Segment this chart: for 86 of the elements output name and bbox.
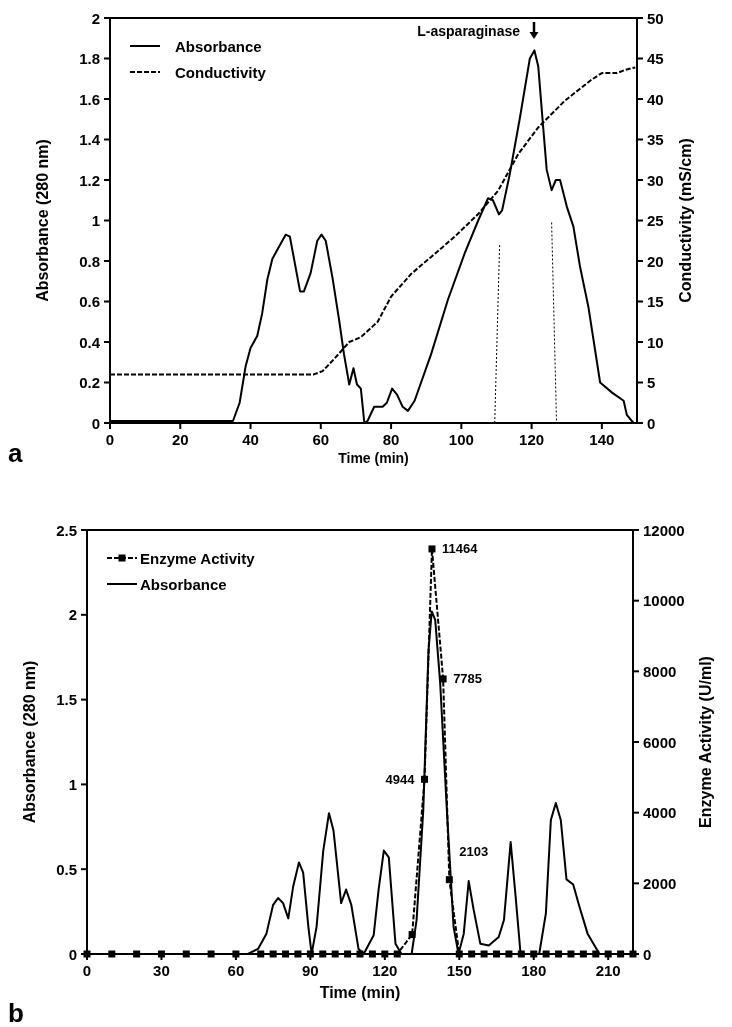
text: b (8, 998, 24, 1027)
y2-tick-label: 0 (647, 414, 656, 432)
y2-tick-label: 35 (647, 131, 664, 148)
point (480, 950, 488, 958)
y-tick-label: 2 (68, 606, 77, 624)
x-tick-label: 120 (519, 431, 545, 448)
x-tick-label: 60 (312, 431, 330, 448)
y2-tick-label: 10 (647, 333, 664, 351)
y2-axis-title: Conductivity (mS/cm) (676, 138, 694, 303)
data-label: 7785 (453, 671, 483, 687)
y2-tick-label: 25 (647, 212, 664, 229)
legend-label: Absorbance (175, 37, 262, 55)
y2-tick-label: 10000 (643, 592, 685, 610)
x-tick-label: 90 (302, 962, 319, 979)
y-tick-label: 2.5 (56, 521, 77, 539)
x-axis-title: Time (min) (319, 984, 401, 1001)
text: a (8, 438, 23, 468)
point (592, 950, 600, 958)
point (368, 950, 376, 958)
x-tick-label: 210 (595, 962, 621, 979)
point (555, 950, 563, 958)
point (393, 950, 401, 958)
y2-tick-label: 50 (647, 9, 664, 27)
legend-label: Conductivity (175, 63, 267, 81)
y2-tick-label: 4000 (643, 804, 677, 822)
point (493, 950, 500, 958)
y2-tick-label: 20 (647, 252, 664, 270)
point (579, 950, 587, 958)
point (468, 950, 476, 958)
y-tick-label: 0.6 (79, 293, 100, 310)
point (269, 950, 277, 958)
point (257, 950, 265, 958)
x-tick-label: 30 (153, 962, 170, 979)
data-label: 2103 (459, 844, 489, 860)
point (542, 950, 550, 958)
y2-tick-label: 45 (647, 50, 664, 67)
y-tick-label: 0 (68, 945, 77, 963)
y2-tick-label: 0 (643, 945, 652, 963)
data-label: 11464 (441, 541, 479, 557)
y2-tick-label: 5 (647, 374, 656, 391)
y2-tick-label: 40 (647, 90, 664, 108)
legend-label: Absorbance (140, 575, 227, 593)
x-tick-label: 140 (589, 431, 615, 448)
x-axis-title: Time (min) (338, 450, 409, 466)
point (319, 950, 327, 958)
point (505, 950, 513, 958)
legend-label: Enzyme Activity (140, 549, 256, 567)
x-tick-label: 180 (521, 962, 547, 979)
y2-axis-title: Enzyme Activity (U/ml) (696, 656, 714, 828)
point (344, 950, 352, 958)
point (428, 545, 436, 553)
y2-tick-label: 2000 (643, 874, 677, 892)
data-label: 4944 (385, 771, 416, 787)
x-tick-label: 100 (448, 431, 474, 448)
x-tick-label: 120 (372, 962, 398, 979)
x-tick-label: 40 (242, 431, 259, 448)
y2-tick-label: 12000 (643, 521, 685, 539)
y-axis-title: Absorbance (280 nm) (21, 660, 38, 824)
point (331, 950, 339, 958)
y-tick-label: 0.5 (56, 860, 77, 878)
y-tick-label: 1 (91, 212, 100, 229)
annotation: L-asparaginase (417, 23, 521, 39)
point (294, 950, 302, 958)
y2-tick-label: 8000 (643, 662, 677, 680)
x-tick-label: 150 (446, 962, 472, 979)
y-tick-label: 0 (91, 414, 100, 432)
y-tick-label: 1.2 (79, 171, 100, 189)
y-tick-label: 0.2 (79, 374, 100, 391)
y2-tick-label: 15 (647, 293, 664, 310)
y-tick-label: 0.4 (79, 333, 101, 351)
y-tick-label: 2 (91, 9, 100, 27)
y-tick-label: 1.8 (79, 50, 100, 67)
x-tick-label: 0 (105, 431, 115, 448)
y-tick-label: 1.6 (79, 90, 100, 108)
y-axis-title: Absorbance (280 nm) (34, 139, 51, 302)
y-tick-label: 1 (68, 775, 77, 793)
y-tick-label: 1.5 (56, 691, 77, 709)
y-tick-label: 0.8 (79, 252, 100, 270)
y2-tick-label: 30 (647, 171, 664, 189)
x-tick-label: 20 (171, 431, 189, 448)
x-tick-label: 60 (227, 962, 245, 979)
y2-tick-label: 6000 (643, 733, 677, 751)
point (282, 950, 290, 958)
x-tick-label: 80 (382, 431, 400, 448)
y-tick-label: 1.4 (79, 131, 101, 148)
point (567, 950, 575, 958)
